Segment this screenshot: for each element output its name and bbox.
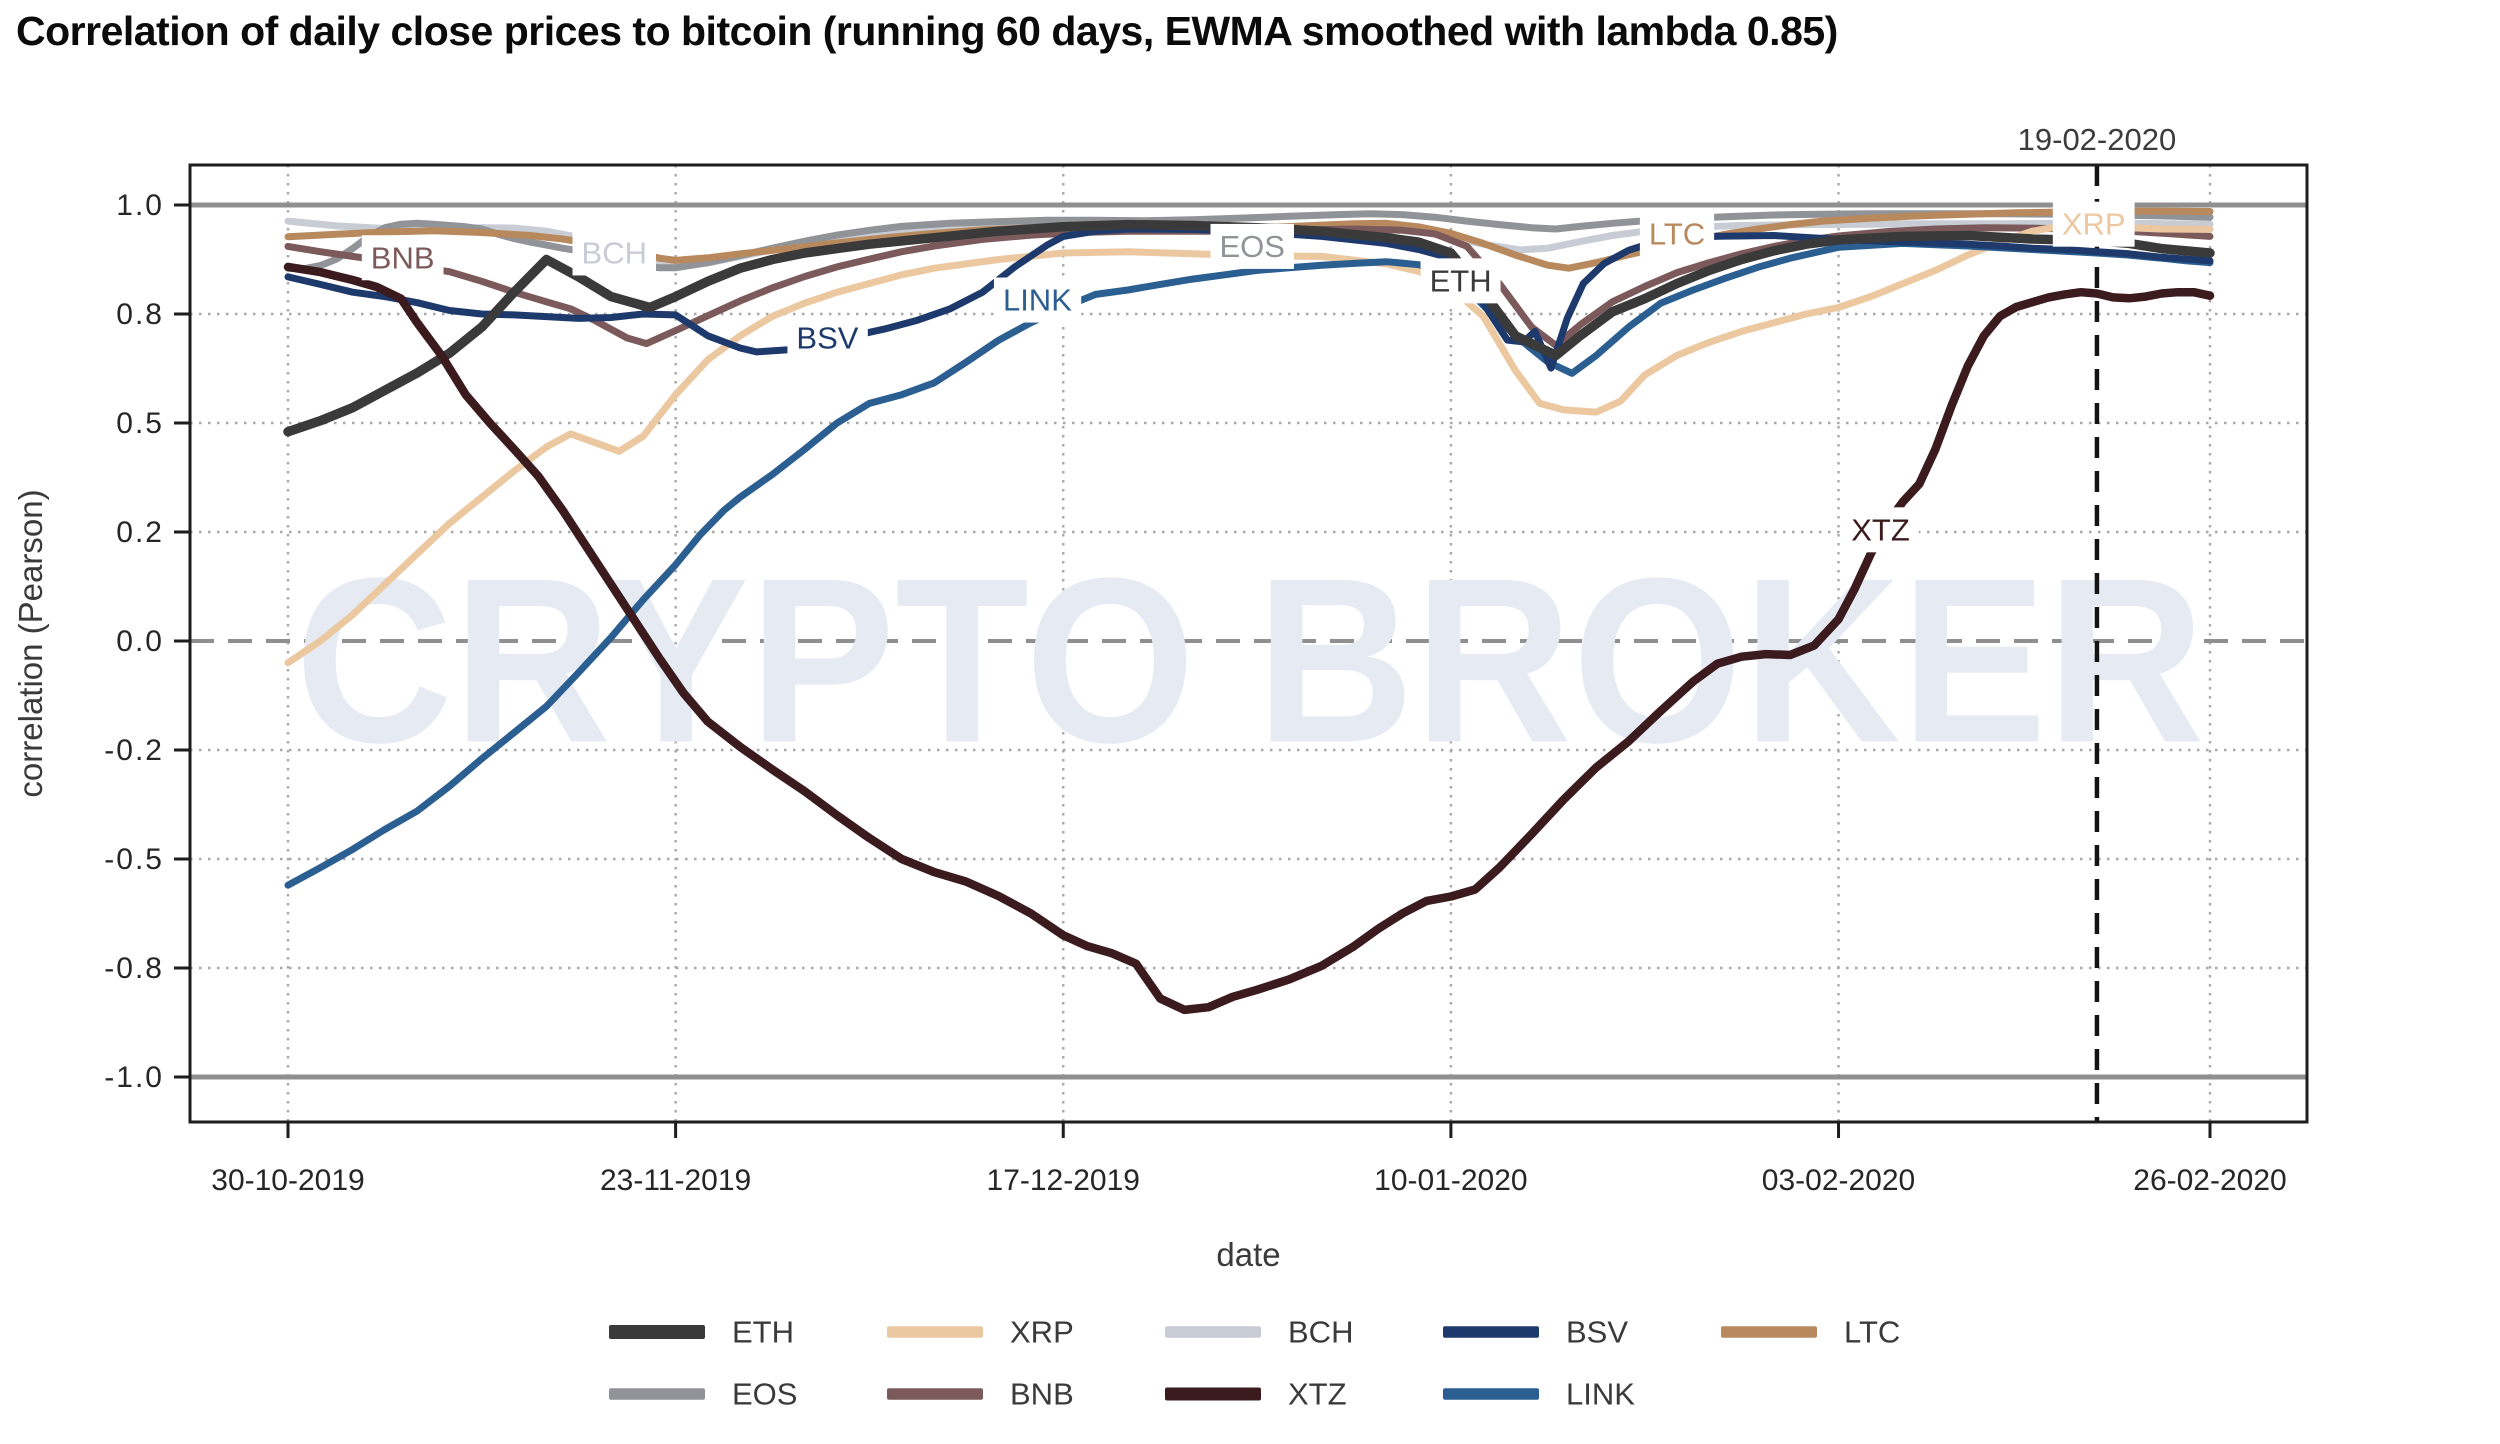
y-tick-label: 0.2 — [116, 516, 164, 549]
line-label-eth: ETH — [1430, 263, 1492, 298]
line-label-box — [1639, 211, 1715, 257]
y-tick-label: -1.0 — [104, 1061, 164, 1094]
series-line-xrp — [284, 222, 2214, 667]
legend-item-xrp: XRP — [887, 1315, 1074, 1350]
x-tick-label: 03-02-2020 — [1762, 1164, 1915, 1197]
y-tick-label: -0.5 — [104, 843, 164, 876]
legend-label: LINK — [1566, 1377, 1635, 1412]
legend-item-ltc: LTC — [1721, 1315, 1900, 1350]
line-label-box — [1210, 223, 1294, 269]
line-label-link: LINK — [1003, 283, 1072, 318]
legend-item-xtz: XTZ — [1165, 1377, 1347, 1412]
series-line-xtz — [283, 262, 2215, 1015]
legend-swatch-xrp — [887, 1326, 983, 1338]
line-label-xrp: XRP — [2062, 207, 2126, 242]
plot-border — [188, 163, 2309, 1124]
legend-swatch-bnb — [887, 1388, 983, 1400]
watermark: CRYPTO BROKER — [295, 529, 2205, 792]
y-tick-label: 0.8 — [116, 298, 164, 331]
legend-label: LTC — [1844, 1315, 1900, 1350]
legend-label: BSV — [1566, 1315, 1628, 1350]
line-label-ltc: LTC — [1649, 217, 1705, 252]
series-line-link — [284, 239, 2214, 889]
legend-label: EOS — [732, 1377, 797, 1412]
series-labels: BCH EOS LTC BNB XRP LINK BSV ETH XTZ — [361, 201, 2135, 553]
legend-swatch-bch — [1165, 1326, 1261, 1338]
legend-item-link: LINK — [1443, 1377, 1635, 1412]
line-label-bnb: BNB — [371, 240, 435, 275]
legend-label: XRP — [1010, 1315, 1074, 1350]
x-tick-label: 10-01-2020 — [1374, 1164, 1527, 1197]
legend-item-eos: EOS — [609, 1377, 797, 1412]
line-label-box — [572, 230, 656, 276]
legend-label: ETH — [732, 1315, 794, 1350]
line-label-bsv: BSV — [796, 320, 858, 355]
x-axis: 30-10-2019 23-11-2019 17-12-2019 10-01-2020… — [211, 1122, 2287, 1273]
y-tick-label: -0.8 — [104, 952, 164, 985]
x-tick-label: 17-12-2019 — [987, 1164, 1140, 1197]
legend-item-bnb: BNB — [887, 1377, 1074, 1412]
legend-swatch-xtz — [1165, 1387, 1261, 1401]
y-axis-title: correlation (Pearson) — [12, 489, 49, 797]
line-label-box — [361, 235, 444, 281]
chart-title: Correlation of daily close prices to bit… — [16, 8, 1838, 54]
line-label-bch: BCH — [582, 235, 647, 270]
legend-item-bch: BCH — [1165, 1315, 1353, 1350]
legend-item-eth: ETH — [609, 1315, 794, 1350]
line-label-xtz: XTZ — [1851, 512, 1910, 547]
legend-swatch-eos — [609, 1388, 705, 1400]
y-tick-label: 1.0 — [116, 189, 164, 222]
x-tick-label: 23-11-2019 — [600, 1164, 751, 1197]
y-tick-label: 0.0 — [116, 625, 164, 658]
line-label-box — [993, 277, 1082, 323]
x-tick-label: 26-02-2020 — [2133, 1164, 2286, 1197]
y-tick-label: -0.2 — [104, 734, 164, 767]
y-tick-label: 0.5 — [116, 407, 164, 440]
legend-swatch-bsv — [1443, 1326, 1539, 1338]
legend-item-bsv: BSV — [1443, 1315, 1628, 1350]
legend-label: XTZ — [1288, 1377, 1347, 1412]
legend-swatch-link — [1443, 1388, 1539, 1400]
legend: ETH XRP BCH BSV LTC EOS BNB XTZ LINK — [609, 1315, 1900, 1412]
line-label-box — [787, 315, 868, 361]
line-label-eos: EOS — [1219, 229, 1284, 264]
x-axis-title: date — [1216, 1236, 1280, 1273]
x-tick-label: 30-10-2019 — [211, 1164, 364, 1197]
legend-swatch-eth — [609, 1325, 705, 1339]
legend-swatch-ltc — [1721, 1326, 1817, 1338]
line-label-box — [1842, 507, 1919, 553]
line-label-box — [2052, 201, 2135, 247]
event-line-group: 19-02-2020 — [2018, 122, 2177, 1122]
event-date-label: 19-02-2020 — [2018, 122, 2177, 157]
legend-label: BCH — [1288, 1315, 1353, 1350]
legend-label: BNB — [1010, 1377, 1074, 1412]
y-axis: 1.0 0.8 0.5 0.2 0.0 -0.2 -0.5 -0.8 -1.0 correlati… — [12, 189, 190, 1094]
line-label-box — [1420, 258, 1501, 304]
